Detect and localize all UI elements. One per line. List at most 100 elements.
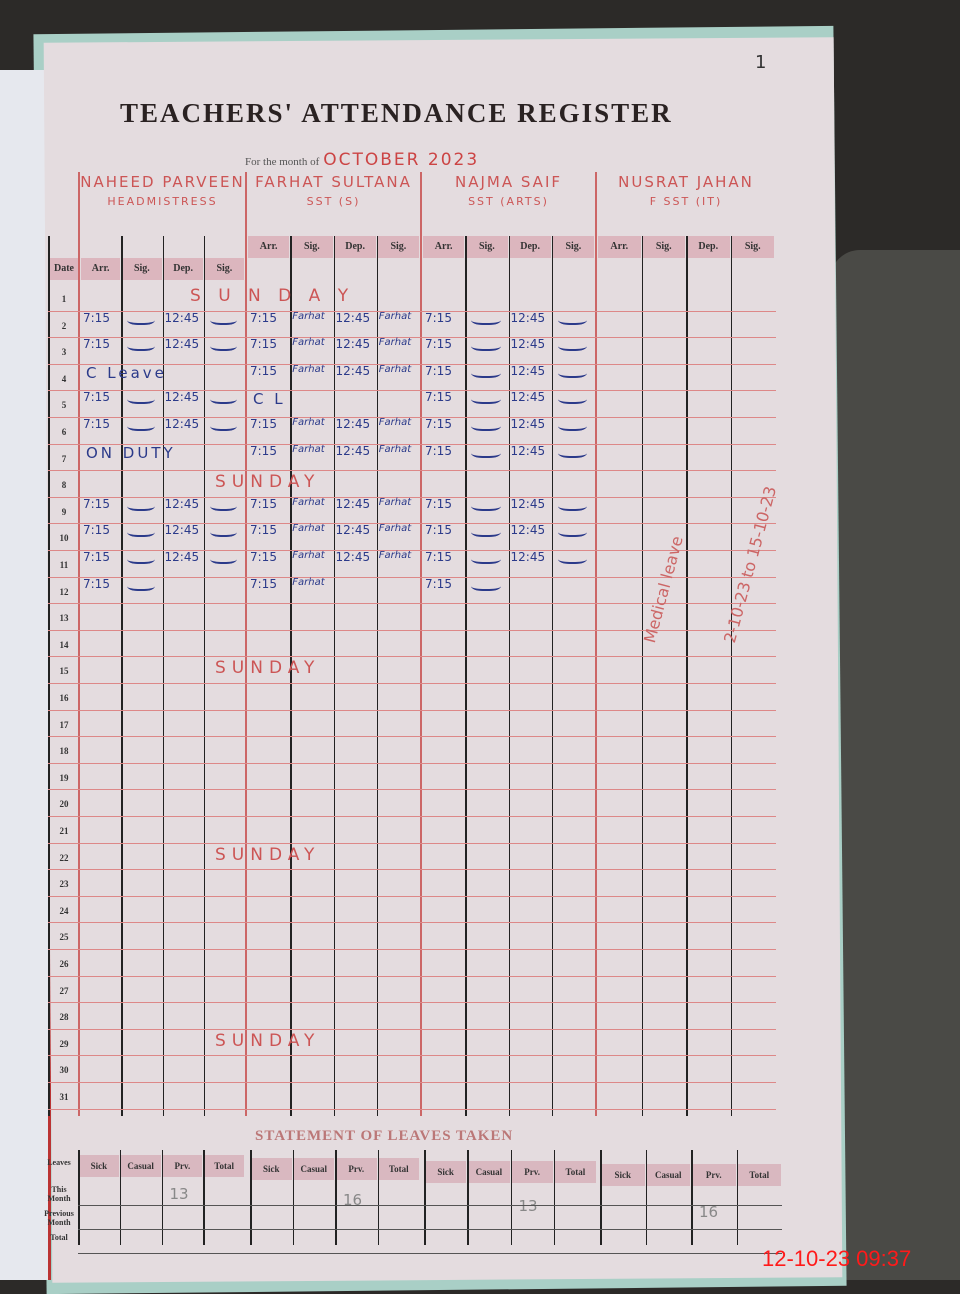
column-divider [645, 1150, 647, 1245]
departure-time: 12:45 [335, 523, 371, 538]
prv-leave-value: 16 [343, 1191, 363, 1209]
entry-note: C L [253, 390, 286, 409]
departure-time: 12:45 [335, 363, 371, 378]
prv-leave-value: 13 [518, 1197, 538, 1215]
departure-signature [557, 392, 587, 405]
month-value: OCTOBER 2023 [323, 150, 480, 170]
departure-signature [209, 419, 237, 431]
date-number: 21 [59, 826, 69, 836]
column-divider [730, 236, 732, 1116]
row-line [48, 603, 776, 605]
date-number: 12 [59, 586, 69, 597]
departure-time: 12:45 [510, 523, 546, 538]
column-divider [551, 236, 554, 1116]
column-divider [376, 236, 379, 1116]
leaves-column-header: Prv. [336, 1158, 377, 1180]
column-header-arr: Arr. [248, 236, 290, 258]
sunday-note: SUNDAY [215, 1030, 321, 1051]
date-number: 23 [59, 879, 69, 890]
teacher-designation: F SST (IT) [649, 195, 723, 208]
departure-signature [557, 446, 587, 458]
teacher-name: NUSRAT JAHAN [618, 173, 754, 191]
arrival-time: 7:15 [250, 337, 277, 352]
departure-signature: Farhat [378, 310, 412, 322]
date-number: 6 [61, 427, 67, 437]
row-line [48, 709, 776, 711]
column-header-sig: Sig. [291, 236, 333, 258]
leaves-column-header: Total [554, 1161, 596, 1183]
arrival-time: 7:15 [425, 390, 452, 405]
arrival-time: 7:15 [425, 550, 452, 564]
departure-signature [209, 499, 237, 511]
leaves-column-header: Total [378, 1158, 419, 1180]
arrival-signature: Farhat [292, 363, 325, 375]
departure-signature [209, 313, 237, 325]
date-number: 18 [59, 746, 69, 757]
date-number: 11 [59, 560, 69, 570]
departure-time: 12:45 [510, 363, 546, 378]
arrival-signature [471, 579, 501, 591]
leaves-column-header: Prv. [511, 1161, 553, 1183]
leaves-row-line [78, 1253, 782, 1254]
row-line [48, 550, 776, 551]
arrival-time: 7:15 [83, 390, 110, 405]
leaves-column-header: Casual [468, 1161, 510, 1183]
departure-time: 12:45 [335, 310, 371, 325]
date-column-header: Date [50, 258, 78, 280]
arrival-time: 7:15 [425, 363, 452, 378]
departure-signature: Farhat [378, 417, 412, 428]
date-number: 30 [59, 1065, 69, 1076]
teacher-divider [595, 172, 597, 1116]
departure-time: 12:45 [335, 443, 371, 458]
column-header-sig: Sig. [204, 258, 244, 280]
arrival-signature: Farhat [292, 310, 325, 322]
departure-time: 12:45 [164, 496, 200, 511]
departure-time: 12:45 [335, 337, 371, 352]
date-number: 26 [59, 959, 69, 969]
month-label: For the month of [245, 156, 320, 168]
departure-signature: Farhat [378, 523, 412, 535]
arrival-signature: Farhat [292, 496, 325, 508]
leaves-column-header: Casual [293, 1158, 334, 1180]
arrival-signature [471, 552, 501, 564]
leaves-row-label: This Month [47, 1185, 71, 1203]
arrival-time: 7:15 [83, 523, 110, 538]
departure-signature: Farhat [378, 337, 412, 349]
column-divider [641, 236, 643, 1116]
row-line [48, 762, 776, 764]
departure-signature [557, 366, 587, 378]
row-line [48, 683, 776, 684]
leaves-row-header: Leaves [47, 1158, 71, 1167]
arrival-signature [471, 419, 501, 431]
column-divider [691, 1150, 693, 1245]
teacher-name-1: NAHEED PARVEEN HEADMISTRESS [80, 172, 245, 232]
date-number: 13 [59, 613, 69, 624]
page-number: 1 [755, 52, 767, 73]
arrival-signature [127, 313, 155, 325]
departure-time: 12:45 [510, 417, 546, 431]
departure-time: 12:45 [335, 496, 371, 511]
row-line [48, 869, 776, 871]
teacher-name-4: NUSRAT JAHAN F SST (IT) [597, 172, 775, 232]
row-line [48, 1082, 776, 1083]
date-number: 1 [61, 294, 67, 304]
leaves-column-header: Total [737, 1164, 781, 1186]
column-header-sig: Sig. [552, 236, 594, 258]
departure-time: 12:45 [164, 310, 200, 325]
column-divider [78, 1150, 80, 1245]
row-line [48, 417, 776, 418]
arrival-signature [471, 392, 501, 405]
date-number: 8 [61, 480, 67, 491]
column-divider [467, 1150, 469, 1245]
leaves-column-header: Sick [425, 1161, 467, 1183]
arrival-signature [127, 552, 155, 564]
sunday-note: S U N D A Y [190, 286, 355, 306]
column-divider [686, 236, 688, 1116]
arrival-time: 7:15 [250, 417, 277, 431]
arrival-time: 7:15 [250, 443, 277, 458]
arrival-signature [471, 525, 501, 538]
leaves-column-header: Prv. [162, 1155, 203, 1177]
teacher-name-3: NAJMA SAIF SST (ARTS) [422, 172, 595, 232]
date-number: 10 [59, 533, 69, 544]
prv-leave-value: 16 [699, 1203, 719, 1221]
